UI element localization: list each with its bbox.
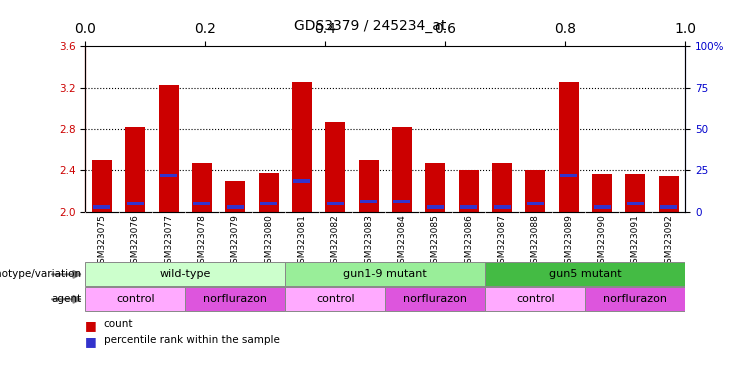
Bar xyxy=(292,82,312,212)
Text: GSM323092: GSM323092 xyxy=(664,214,674,269)
Bar xyxy=(192,163,212,212)
Bar xyxy=(85,287,185,311)
Bar xyxy=(385,287,485,311)
Text: GSM323090: GSM323090 xyxy=(597,214,607,269)
Text: GSM323085: GSM323085 xyxy=(431,214,440,269)
Text: GSM323078: GSM323078 xyxy=(197,214,207,269)
Bar xyxy=(193,202,210,205)
Text: control: control xyxy=(116,294,155,304)
Bar xyxy=(625,174,645,212)
Bar xyxy=(392,127,412,212)
Text: norflurazon: norflurazon xyxy=(403,294,468,304)
Text: GSM323082: GSM323082 xyxy=(330,214,340,269)
Bar xyxy=(359,160,379,212)
Text: norflurazon: norflurazon xyxy=(603,294,668,304)
Text: GSM323076: GSM323076 xyxy=(130,214,140,269)
Text: GSM323088: GSM323088 xyxy=(531,214,540,269)
Text: agent: agent xyxy=(51,294,82,304)
Bar xyxy=(660,205,677,209)
Text: norflurazon: norflurazon xyxy=(203,294,268,304)
Bar xyxy=(127,202,144,205)
Bar xyxy=(485,262,685,286)
Text: GSM323083: GSM323083 xyxy=(364,214,373,269)
Bar xyxy=(227,205,244,209)
Bar xyxy=(527,202,544,205)
Text: GSM323084: GSM323084 xyxy=(397,214,407,269)
Bar xyxy=(160,174,177,177)
Bar xyxy=(594,205,611,209)
Bar xyxy=(325,122,345,212)
Text: control: control xyxy=(316,294,355,304)
Bar xyxy=(427,205,444,209)
Text: GSM323086: GSM323086 xyxy=(464,214,473,269)
Bar xyxy=(585,287,685,311)
Bar xyxy=(485,287,585,311)
Text: GDS3379 / 245234_at: GDS3379 / 245234_at xyxy=(294,19,447,33)
Bar xyxy=(560,174,577,177)
Bar xyxy=(225,181,245,212)
Bar xyxy=(525,170,545,212)
Text: percentile rank within the sample: percentile rank within the sample xyxy=(104,335,279,345)
Bar xyxy=(425,163,445,212)
Bar xyxy=(360,200,377,204)
Bar xyxy=(185,287,285,311)
Bar xyxy=(627,202,644,205)
Text: ■: ■ xyxy=(85,319,97,333)
Bar xyxy=(293,179,310,183)
Text: gun5 mutant: gun5 mutant xyxy=(549,269,622,279)
Text: GSM323080: GSM323080 xyxy=(264,214,273,269)
Text: GSM323087: GSM323087 xyxy=(497,214,507,269)
Text: GSM323089: GSM323089 xyxy=(564,214,574,269)
Text: gun1-9 mutant: gun1-9 mutant xyxy=(343,269,428,279)
Bar xyxy=(592,174,612,212)
Bar xyxy=(93,205,110,209)
Text: genotype/variation: genotype/variation xyxy=(0,269,82,279)
Bar xyxy=(393,200,411,204)
Text: control: control xyxy=(516,294,555,304)
Text: GSM323075: GSM323075 xyxy=(97,214,107,269)
Text: ■: ■ xyxy=(85,335,97,348)
Bar xyxy=(285,262,485,286)
Bar xyxy=(259,172,279,212)
Text: GSM323081: GSM323081 xyxy=(297,214,307,269)
Bar xyxy=(559,82,579,212)
Bar xyxy=(260,202,277,205)
Text: count: count xyxy=(104,319,133,329)
Bar xyxy=(492,163,512,212)
Bar xyxy=(327,202,344,205)
Bar xyxy=(494,205,511,209)
Bar xyxy=(159,86,179,212)
Bar xyxy=(460,205,477,209)
Text: GSM323091: GSM323091 xyxy=(631,214,640,269)
Bar xyxy=(125,127,145,212)
Text: wild-type: wild-type xyxy=(159,269,211,279)
Bar xyxy=(85,262,285,286)
Text: GSM323077: GSM323077 xyxy=(164,214,173,269)
Bar xyxy=(459,170,479,212)
Bar xyxy=(659,175,679,212)
Bar xyxy=(92,160,112,212)
Bar xyxy=(285,287,385,311)
Text: GSM323079: GSM323079 xyxy=(230,214,240,269)
